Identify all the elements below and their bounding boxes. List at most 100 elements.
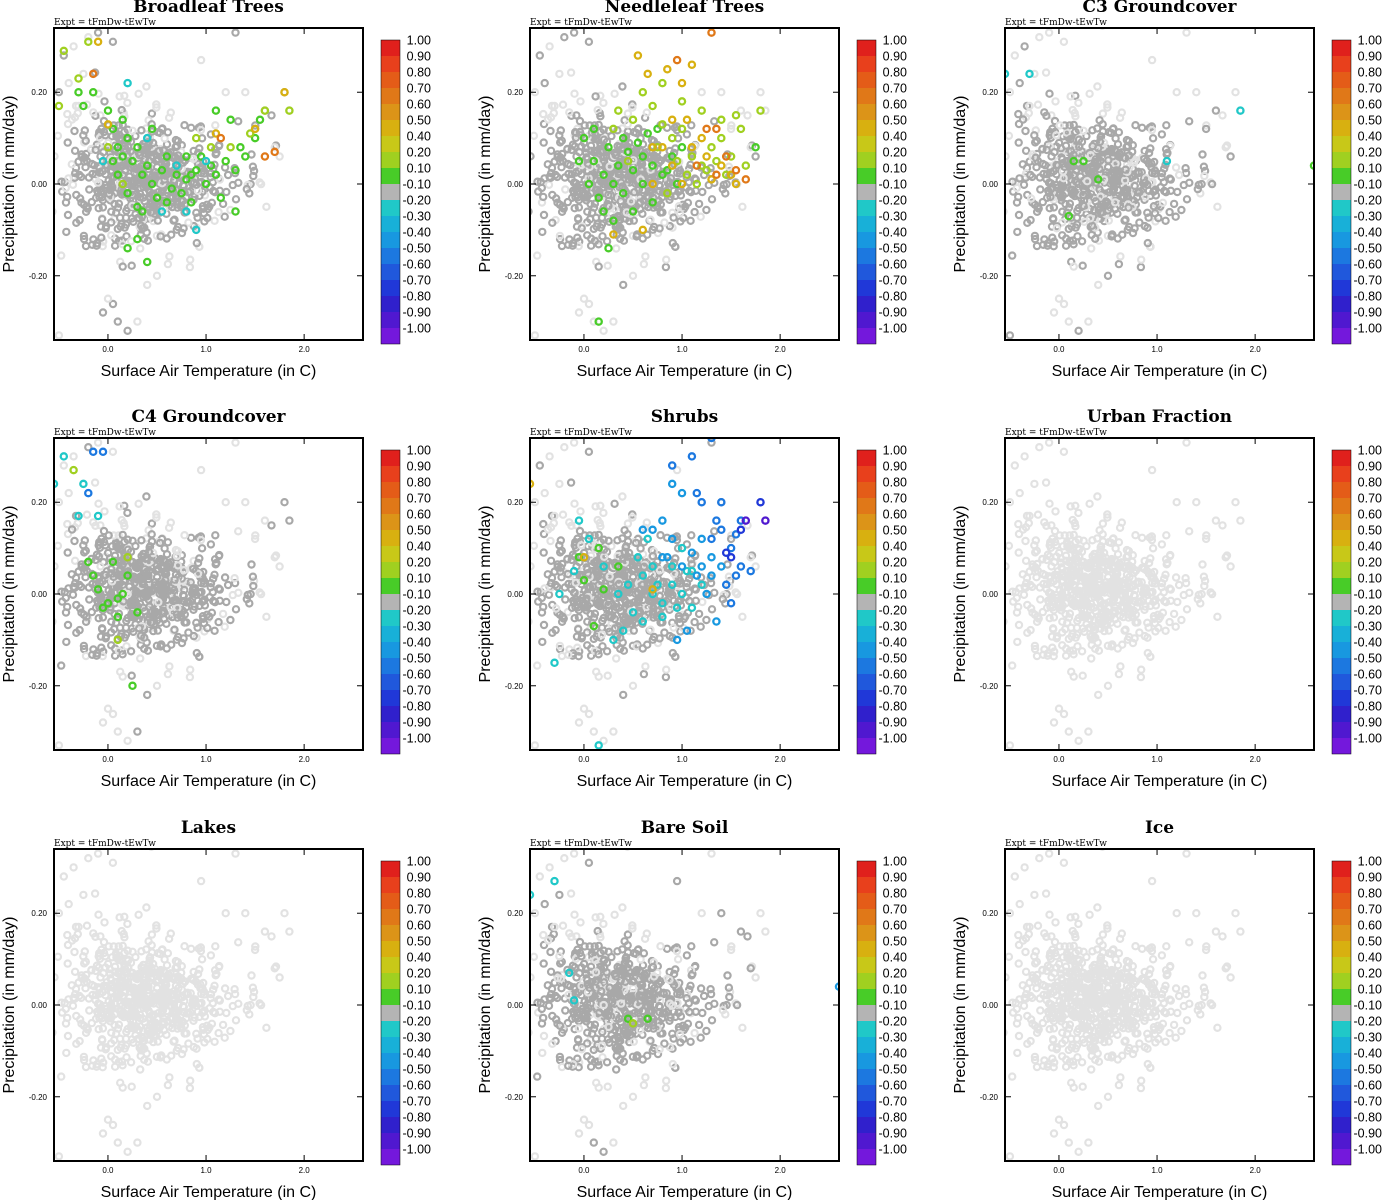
data-point — [1130, 155, 1140, 165]
data-point — [1043, 186, 1053, 195]
data-point — [580, 599, 590, 609]
colorbar-segment — [857, 72, 876, 88]
data-point — [1100, 216, 1109, 226]
data-point — [1074, 736, 1083, 746]
expt-label: Expt = tFmDw-tEwTw — [54, 428, 156, 438]
data-point — [1200, 581, 1209, 591]
data-point — [243, 180, 252, 190]
data-point — [223, 170, 233, 180]
data-point — [147, 519, 157, 528]
data-point — [70, 168, 80, 178]
data-point — [1114, 562, 1124, 571]
data-point-positive — [623, 147, 633, 157]
data-point — [571, 168, 581, 177]
data-point — [1079, 595, 1089, 604]
data-point-cyan — [157, 207, 167, 216]
data-point — [1093, 492, 1102, 501]
colorbar-label: 0.60 — [407, 98, 431, 112]
data-point — [115, 545, 124, 554]
data-point — [717, 87, 726, 97]
data-point — [540, 584, 549, 593]
data-point — [215, 585, 224, 594]
data-point-cyan — [191, 225, 201, 235]
data-point — [623, 120, 632, 129]
data-point — [636, 544, 645, 553]
data-point — [1165, 617, 1174, 627]
data-point — [1089, 169, 1099, 179]
data-point — [630, 187, 639, 197]
colorbar-segment — [381, 232, 400, 248]
data-point — [67, 115, 77, 124]
colorbar-segment — [1332, 88, 1351, 104]
data-point — [152, 103, 161, 112]
data-point — [655, 634, 664, 643]
data-point — [163, 128, 173, 137]
data-point — [609, 727, 618, 736]
data-point — [1062, 128, 1072, 137]
data-point — [1041, 478, 1051, 487]
colorbar-segment — [857, 232, 876, 248]
data-point — [570, 499, 579, 508]
data-point — [530, 207, 533, 216]
data-point — [1047, 521, 1056, 530]
data-point — [108, 447, 118, 456]
data-point — [1146, 554, 1155, 563]
data-point — [641, 252, 650, 261]
data-point — [576, 97, 585, 106]
data-point — [54, 741, 64, 750]
data-point — [152, 271, 162, 280]
data-point-positive — [609, 179, 618, 189]
data-point — [1135, 187, 1144, 197]
data-point — [1085, 624, 1095, 633]
data-point — [1046, 578, 1056, 587]
colorbar-segment — [381, 466, 400, 482]
data-point — [1049, 613, 1059, 622]
data-point — [1021, 579, 1031, 588]
data-point — [1058, 569, 1068, 578]
data-point — [81, 207, 91, 216]
data-point-positive — [182, 175, 191, 184]
colorbar-segment — [1332, 104, 1351, 120]
colorbar-segment — [857, 280, 876, 296]
data-point — [574, 625, 583, 634]
data-point — [574, 308, 584, 317]
data-point — [547, 579, 556, 588]
data-point — [68, 590, 78, 600]
data-point — [1113, 644, 1123, 653]
data-point — [655, 591, 665, 601]
data-point — [1144, 623, 1153, 632]
data-point — [1066, 545, 1075, 554]
data-point — [248, 162, 258, 171]
colorbar-segment — [857, 40, 876, 56]
data-point — [1086, 150, 1095, 160]
data-point-yellow — [687, 60, 697, 69]
colorbar-segment — [857, 546, 876, 562]
colorbar-label: 0.40 — [407, 540, 431, 554]
data-point — [586, 609, 595, 619]
y-tick-label: 0.00 — [31, 180, 47, 189]
data-point — [1104, 156, 1113, 165]
data-point — [1090, 234, 1100, 243]
data-point — [1231, 87, 1240, 97]
data-point-yellow-green — [623, 156, 633, 166]
data-point — [1087, 221, 1097, 230]
data-point — [120, 522, 129, 531]
colorbar-segment — [857, 594, 876, 610]
data-point — [696, 212, 705, 221]
data-point — [1052, 224, 1061, 233]
data-point — [736, 106, 746, 115]
data-point — [563, 607, 573, 617]
data-point — [101, 131, 110, 140]
data-point-positive — [589, 621, 599, 631]
data-point-positive — [579, 133, 589, 143]
data-point-yellow-green — [653, 143, 662, 152]
data-point — [1049, 203, 1059, 212]
data-point — [580, 121, 589, 130]
data-point — [1058, 207, 1067, 216]
data-point — [89, 518, 98, 527]
data-point-positive — [108, 156, 118, 166]
data-point-orange — [216, 133, 226, 143]
data-point-positive — [113, 612, 123, 622]
data-point — [1074, 179, 1083, 189]
